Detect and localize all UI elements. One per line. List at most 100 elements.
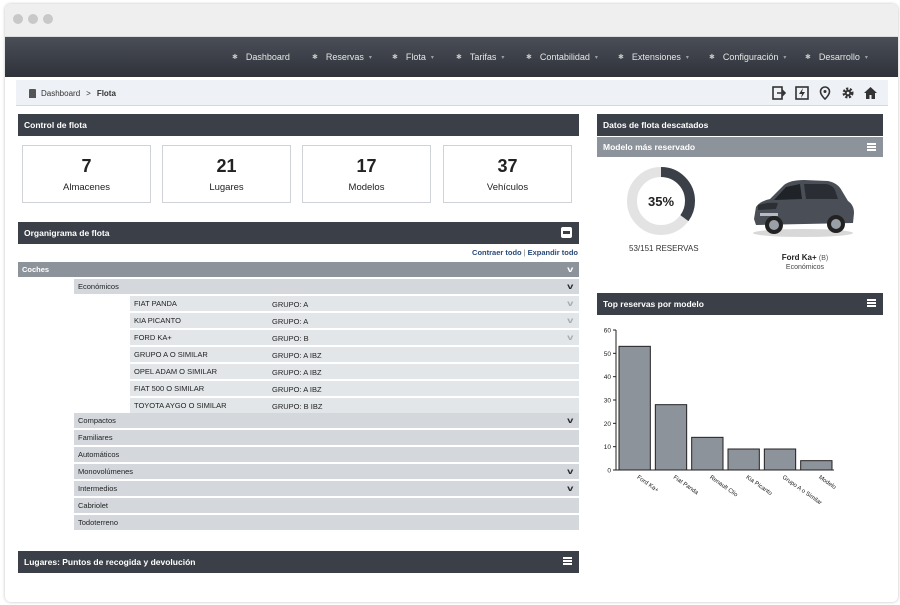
bar-1[interactable] xyxy=(654,404,688,471)
home-icon[interactable] xyxy=(863,85,878,100)
print-icon[interactable] xyxy=(561,227,572,238)
stat-label: Almacenes xyxy=(63,182,110,193)
most-booked-header: Modelo más reservado xyxy=(597,137,883,157)
tree-root-label: Coches xyxy=(22,265,50,274)
nav-item-2[interactable]: ✱ Flota ▾ xyxy=(392,37,434,77)
stat-warehouses[interactable]: 7 Almacenes xyxy=(22,145,151,203)
bar-0[interactable] xyxy=(618,345,651,471)
stat-vehicles[interactable]: 37 Vehículos xyxy=(443,145,572,203)
vehicle-name: GRUPO A O SIMILAR xyxy=(134,350,208,359)
nav-item-label: Dashboard xyxy=(245,52,290,62)
tree-vehicle-row[interactable]: FIAT PANDA GRUPO: A v xyxy=(130,296,579,312)
y-tick-label: 60 xyxy=(604,328,612,335)
vehicle-name: KIA PICANTO xyxy=(134,316,181,325)
menu-icon[interactable] xyxy=(563,557,572,565)
chevron-down-icon[interactable]: v xyxy=(566,467,573,476)
tree-category-label: Intermedios xyxy=(78,484,118,493)
tree-category-label: Automáticos xyxy=(78,450,120,459)
y-tick-label: 50 xyxy=(604,351,612,358)
nav-item-3[interactable]: ✱ Tarifas ▾ xyxy=(456,37,504,77)
vehicle-name: FIAT PANDA xyxy=(134,299,177,308)
logout-icon[interactable] xyxy=(771,85,786,100)
nav-item-7[interactable]: ✱ Desarrollo ▾ xyxy=(805,37,868,77)
tree-vehicle-row[interactable]: TOYOTA AYGO O SIMILAR GRUPO: B IBZ xyxy=(130,398,579,414)
energy-icon[interactable] xyxy=(794,85,809,100)
nav-caret-icon: ▾ xyxy=(864,54,868,61)
window-close-dot[interactable] xyxy=(13,14,23,24)
stat-places[interactable]: 21 Lugares xyxy=(162,145,291,203)
collapse-all-link[interactable]: Contraer todo xyxy=(472,248,522,257)
tree-vehicle-row[interactable]: GRUPO A O SIMILAR GRUPO: A IBZ xyxy=(130,347,579,363)
x-tick-label: Ford Ka+ xyxy=(636,475,660,494)
fleet-control-title: Control de flota xyxy=(24,120,87,130)
top-models-bar-chart: 0 10 20 30 40 50 60 Ford Ka+ Fiat Panda Renault C… xyxy=(604,328,838,507)
tree-toggle-links: Contraer todo | Expandir todo xyxy=(472,248,578,257)
tree-vehicle-row[interactable]: KIA PICANTO GRUPO: A v xyxy=(130,313,579,329)
nav-item-5[interactable]: ✱ Extensiones ▾ xyxy=(618,37,689,77)
stat-value: 17 xyxy=(356,156,377,176)
bar-2[interactable] xyxy=(691,436,724,471)
nav-star-icon: ✱ xyxy=(456,54,462,61)
tree-category-row[interactable]: Compactos v xyxy=(74,413,579,429)
bar-5[interactable] xyxy=(800,460,833,471)
window-minimize-dot[interactable] xyxy=(28,14,38,24)
chevron-down-icon[interactable]: v xyxy=(566,316,573,325)
breadcrumb-separator: > xyxy=(86,88,91,98)
nav-caret-icon: ▾ xyxy=(594,54,598,61)
top-models-header: Top reservas por modelo xyxy=(597,293,883,315)
x-tick-label: Kia Picanto xyxy=(745,475,774,498)
bar-3[interactable] xyxy=(727,448,760,471)
window-maximize-dot[interactable] xyxy=(43,14,53,24)
nav-caret-icon: ▾ xyxy=(783,54,787,61)
top-navigation: ✱ Dashboard ✱ Reservas ▾ ✱ Flota ▾ ✱ Tarifas ▾ ✱ Con… xyxy=(5,37,898,77)
chevron-down-icon[interactable]: v xyxy=(566,282,573,291)
location-pin-icon[interactable] xyxy=(817,85,832,100)
nav-item-4[interactable]: ✱ Contabilidad ▾ xyxy=(526,37,598,77)
nav-caret-icon: ▾ xyxy=(501,54,505,61)
nav-star-icon: ✱ xyxy=(709,54,715,61)
tree-vehicle-row[interactable]: OPEL ADAM O SIMILAR GRUPO: A IBZ xyxy=(130,364,579,380)
menu-icon[interactable] xyxy=(867,143,876,151)
chevron-down-icon[interactable]: v xyxy=(566,333,573,342)
y-tick-label: 40 xyxy=(604,374,612,381)
stat-models[interactable]: 17 Modelos xyxy=(302,145,431,203)
reservation-donut: 35% xyxy=(627,167,695,235)
tree-vehicle-row[interactable]: FIAT 500 O SIMILAR GRUPO: A IBZ xyxy=(130,381,579,397)
settings-gear-icon[interactable] xyxy=(840,85,855,100)
nav-item-0[interactable]: ✱ Dashboard xyxy=(232,37,290,77)
tree-category-label: Económicos xyxy=(78,282,119,291)
tree-root-cars[interactable]: Coches v xyxy=(18,262,579,278)
tree-vehicle-row[interactable]: FORD KA+ GRUPO: B v xyxy=(130,330,579,346)
stat-value: 7 xyxy=(81,156,92,176)
tree-category-row[interactable]: Todoterreno xyxy=(74,515,579,531)
most-booked-title: Modelo más reservado xyxy=(603,142,696,152)
tree-category-row[interactable]: Intermedios v xyxy=(74,481,579,497)
menu-icon[interactable] xyxy=(867,299,876,307)
chevron-down-icon[interactable]: v xyxy=(566,484,573,493)
tree-category-row[interactable]: Cabriolet xyxy=(74,498,579,514)
nav-star-icon: ✱ xyxy=(232,54,238,61)
tree-category-label: Todoterreno xyxy=(78,518,119,527)
nav-caret-icon: ▾ xyxy=(685,54,689,61)
tree-category-economy[interactable]: Económicos v xyxy=(74,279,579,295)
tree-category-row[interactable]: Monovolúmenes v xyxy=(74,464,579,480)
nav-item-6[interactable]: ✱ Configuración ▾ xyxy=(709,37,786,77)
vehicle-group: GRUPO: A xyxy=(272,316,309,326)
chevron-down-icon[interactable]: v xyxy=(566,265,573,274)
expand-all-link[interactable]: Expandir todo xyxy=(527,248,578,257)
tree-category-row[interactable]: Automáticos xyxy=(74,447,579,463)
nav-star-icon: ✱ xyxy=(312,54,318,61)
breadcrumb-home-link[interactable]: Dashboard xyxy=(41,88,81,98)
chevron-down-icon[interactable]: v xyxy=(566,416,573,425)
top-models-title: Top reservas por modelo xyxy=(603,299,704,309)
x-tick-label: Fiat Panda xyxy=(672,475,700,497)
nav-item-1[interactable]: ✱ Reservas ▾ xyxy=(312,37,372,77)
stat-label: Modelos xyxy=(348,182,385,193)
tree-category-label: Monovolúmenes xyxy=(78,467,134,476)
bar-4[interactable] xyxy=(763,448,797,471)
tree-category-row[interactable]: Familiares xyxy=(74,430,579,446)
chevron-down-icon[interactable]: v xyxy=(566,299,573,308)
vehicle-name: TOYOTA AYGO O SIMILAR xyxy=(134,401,227,410)
nav-star-icon: ✱ xyxy=(805,54,811,61)
toolbar-icons xyxy=(771,85,878,100)
